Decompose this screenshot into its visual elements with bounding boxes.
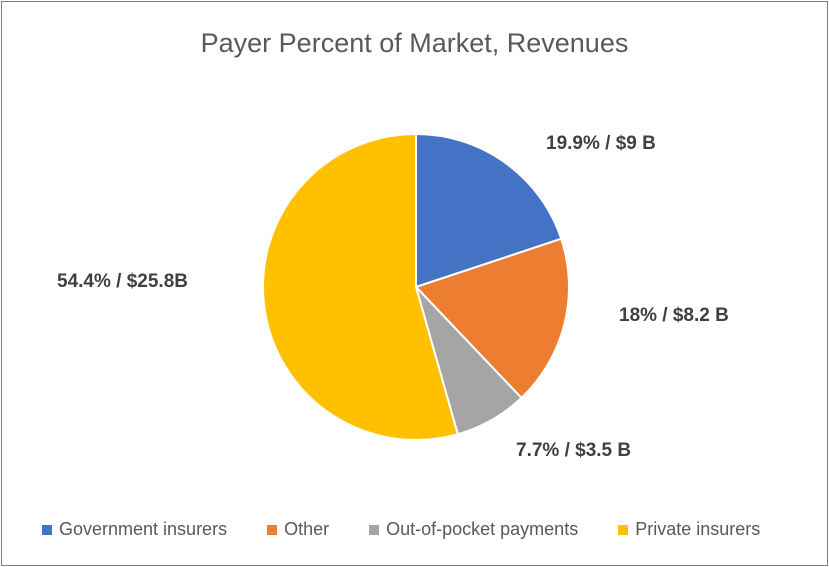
pie-slice-private-insurers	[262, 132, 459, 441]
legend-item-other: Other	[267, 519, 329, 540]
pie-chart	[262, 132, 570, 441]
legend-item-private-insurers: Private insurers	[618, 519, 760, 540]
data-label-private-insurers: 54.4% / $25.8B	[57, 271, 188, 292]
legend-item-government-insurers: Government insurers	[42, 519, 227, 540]
legend-swatch	[42, 524, 52, 535]
pie-slice-other	[414, 237, 570, 400]
data-label-out-of-pocket: 7.7% / $3.5 B	[516, 440, 632, 461]
legend-swatch	[267, 524, 278, 535]
pie-slice-government-insurers	[415, 132, 563, 289]
legend-swatch	[618, 524, 629, 535]
data-label-other: 18% / $8.2 B	[619, 305, 729, 326]
legend-item-out-of-pocket: Out-of-pocket payments	[369, 519, 578, 540]
chart-title: Payer Percent of Market, Revenues	[200, 28, 629, 58]
legend-swatch	[369, 524, 380, 535]
legend-label: Other	[284, 519, 330, 539]
legend-label: Private insurers	[635, 519, 761, 539]
legend-label: Out-of-pocket payments	[386, 519, 579, 539]
chart-legend: Government insurers Other Out-of-pocket …	[42, 519, 760, 540]
data-label-government-insurers: 19.9% / $9 B	[546, 133, 656, 154]
legend-label: Government insurers	[59, 519, 228, 539]
